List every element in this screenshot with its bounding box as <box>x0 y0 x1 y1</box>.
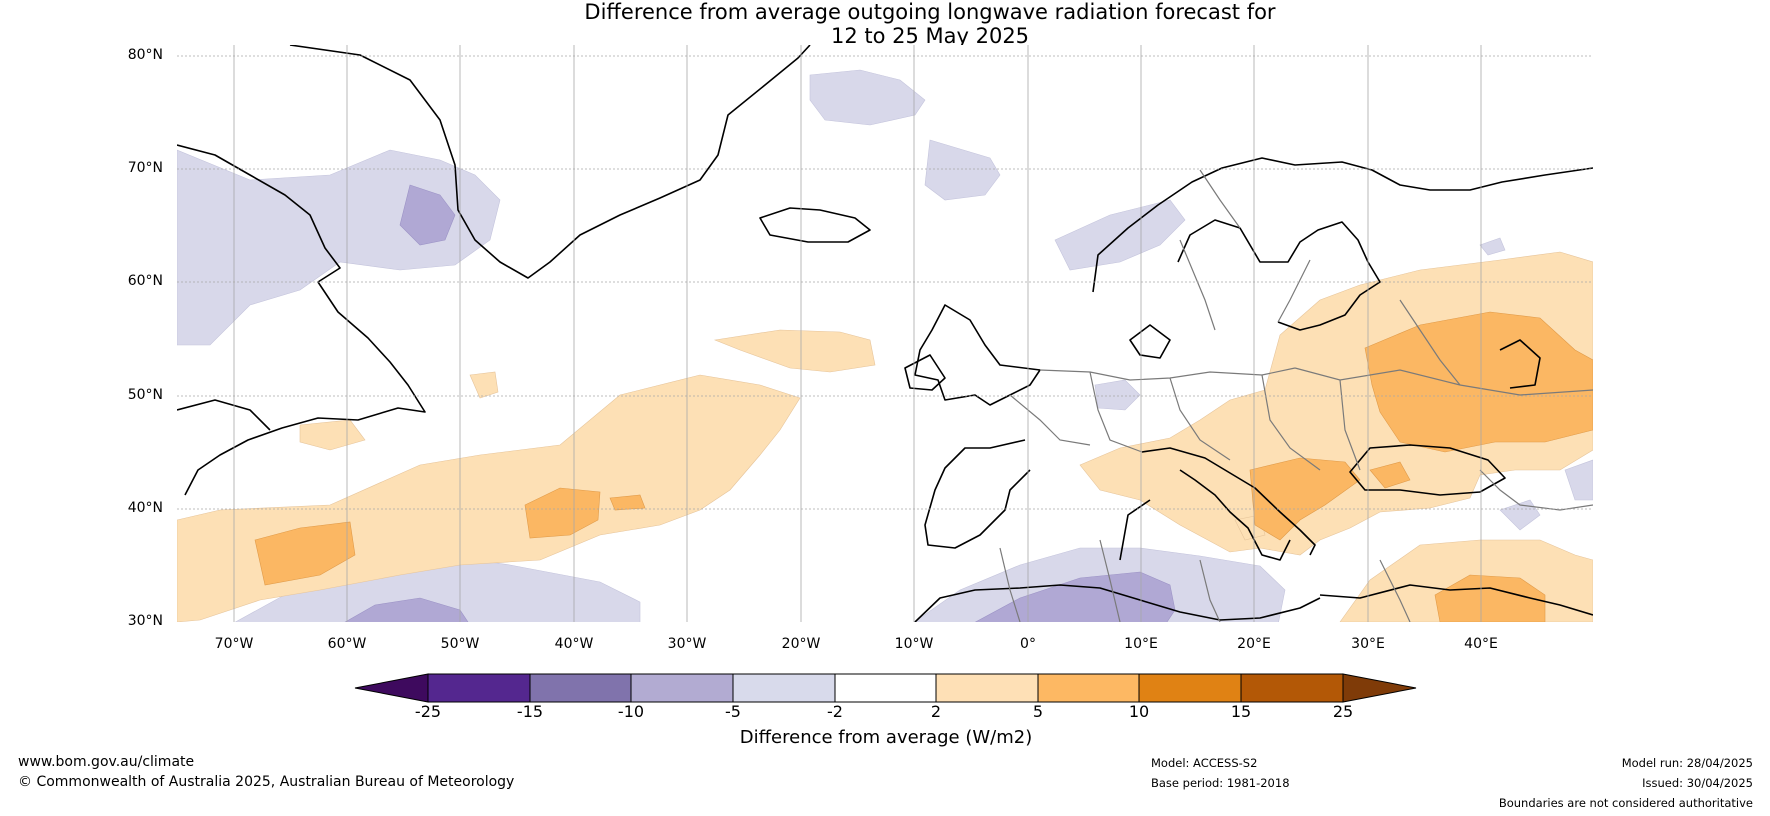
coastlines <box>177 45 1593 622</box>
title-line-2: 12 to 25 May 2025 <box>830 24 1030 48</box>
lon-label-10w: 10°W <box>894 636 934 652</box>
boundaries-disclaimer: Boundaries are not considered authoritat… <box>1498 796 1753 810</box>
colorbar-tick: 5 <box>1032 702 1044 721</box>
lon-label-30w: 30°W <box>667 636 707 652</box>
lat-label-40n: 40°N <box>127 500 163 516</box>
lon-label-40e: 40°E <box>1464 636 1498 652</box>
lon-label-50w: 50°W <box>440 636 480 652</box>
lat-label-80n: 80°N <box>127 47 163 63</box>
colorbar-bin-neg2-2 <box>834 673 937 703</box>
country-borders <box>999 169 1593 622</box>
lon-label-20e: 20°E <box>1237 636 1271 652</box>
lon-label-70w: 70°W <box>214 636 254 652</box>
strong-positive-anomaly-regions <box>254 311 1593 622</box>
colorbar-tick: 2 <box>930 702 942 721</box>
lat-label-60n: 60°N <box>127 273 163 289</box>
colorbar-tick: -15 <box>516 702 544 721</box>
colorbar-tick: -25 <box>414 702 442 721</box>
lon-label-40w: 40°W <box>554 636 594 652</box>
colorbar-bin-2-5 <box>935 673 1039 703</box>
model-run-date: Model run: 28/04/2025 <box>1621 756 1753 770</box>
colorbar-tick: 25 <box>1332 702 1354 721</box>
lat-label-50n: 50°N <box>127 387 163 403</box>
strong-negative-anomaly-regions <box>344 184 1176 622</box>
colorbar-bin-10-15 <box>1138 673 1242 703</box>
colorbar-tick: 15 <box>1230 702 1252 721</box>
colorbar <box>354 673 1417 703</box>
issued-date: Issued: 30/04/2025 <box>1642 776 1753 790</box>
colorbar-over-arrow <box>1342 673 1417 703</box>
colorbar-bin-neg10-neg5 <box>630 673 734 703</box>
colorbar-under-arrow <box>354 673 429 703</box>
copyright-text: © Commonwealth of Australia 2025, Austra… <box>18 774 515 790</box>
lon-label-60w: 60°W <box>327 636 367 652</box>
lon-label-30e: 30°E <box>1351 636 1385 652</box>
model-name: Model: ACCESS-S2 <box>1151 756 1258 770</box>
lon-label-10e: 10°E <box>1124 636 1158 652</box>
website-link[interactable]: www.bom.gov.au/climate <box>18 754 195 770</box>
lon-label-20w: 20°W <box>781 636 821 652</box>
colorbar-bin-5-10 <box>1037 673 1140 703</box>
colorbar-title: Difference from average (W/m2) <box>739 727 1033 748</box>
base-period: Base period: 1981-2018 <box>1151 776 1290 790</box>
colorbar-bin-15-25 <box>1240 673 1344 703</box>
title-line-1: Difference from average outgoing longwav… <box>584 0 1276 24</box>
colorbar-bin-neg5-neg2 <box>732 673 836 703</box>
lon-label-0: 0° <box>1020 636 1036 652</box>
colorbar-tick: -2 <box>827 702 843 721</box>
lat-label-70n: 70°N <box>127 160 163 176</box>
colorbar-tick: -5 <box>725 702 741 721</box>
colorbar-bin-neg15-neg10 <box>529 673 632 703</box>
colorbar-bin-neg25-neg15 <box>427 673 531 703</box>
colorbar-tick: -10 <box>617 702 645 721</box>
colorbar-tick: 10 <box>1128 702 1150 721</box>
chart-title: Difference from average outgoing longwav… <box>0 0 1770 48</box>
map-area <box>177 45 1593 622</box>
graticule <box>177 45 1593 622</box>
lat-label-30n: 30°N <box>127 613 163 629</box>
